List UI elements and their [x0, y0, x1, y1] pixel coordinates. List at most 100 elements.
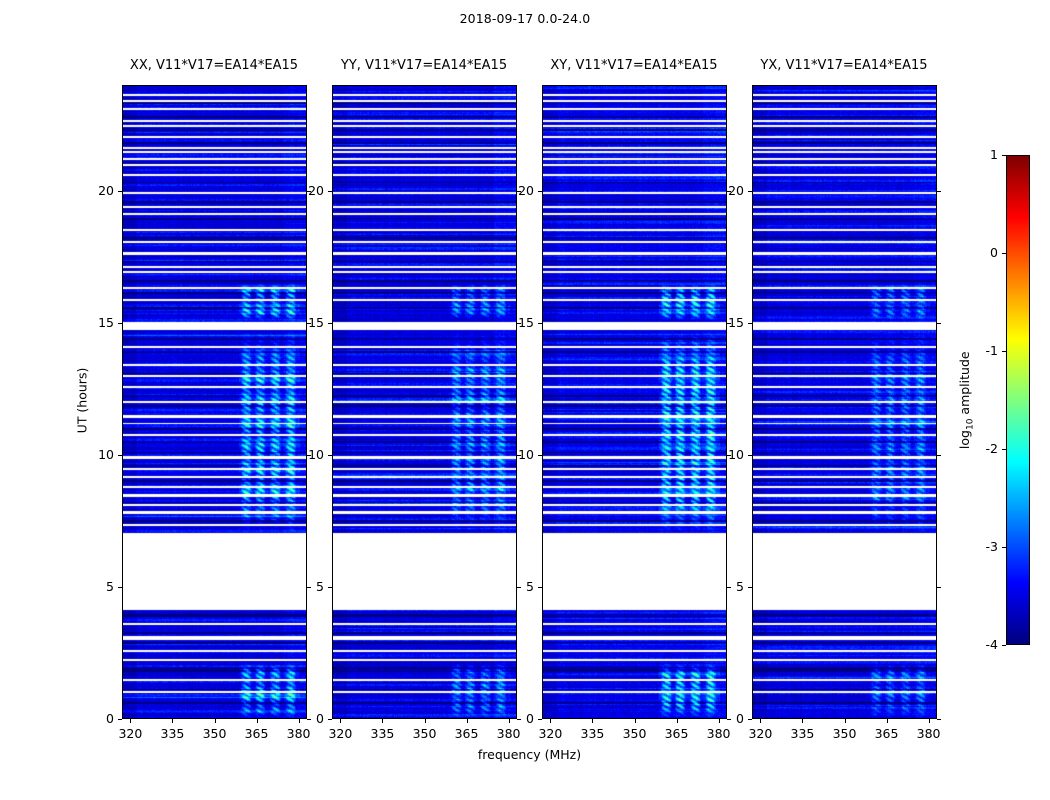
waterfall-panel-yy[interactable] [332, 85, 517, 719]
x-tick-label: 380 [916, 726, 941, 741]
y-tick-label: 15 [308, 314, 324, 330]
y-tick-label: 20 [98, 182, 114, 198]
y-tickmark-right [727, 191, 731, 192]
x-tick-label: 350 [202, 726, 227, 741]
y-tickmark [118, 191, 122, 192]
colorbar [1006, 155, 1030, 645]
y-tickmark [118, 455, 122, 456]
x-tick-label: 365 [664, 726, 689, 741]
y-tick-label: 0 [316, 711, 324, 726]
x-tickmark [550, 719, 551, 723]
colorbar-tickmark [1002, 449, 1006, 450]
y-tickmark-right [517, 191, 521, 192]
panel-title-xx: XX, V11*V17=EA14*EA15 [129, 58, 299, 73]
x-tick-label: 380 [496, 726, 521, 741]
y-tickmark [748, 587, 752, 588]
x-tick-label: 380 [286, 726, 311, 741]
y-tick-label: 10 [728, 446, 744, 462]
y-tick-label: 10 [518, 446, 534, 462]
y-tickmark-right [307, 587, 311, 588]
y-tickmark-right [937, 455, 941, 456]
figure-suptitle: 2018-09-17 0.0-24.0 [459, 11, 591, 26]
x-tickmark [635, 719, 636, 723]
panel-title-xy: XY, V11*V17=EA14*EA15 [550, 58, 718, 73]
x-tickmark [929, 719, 930, 723]
y-tick-label: 15 [728, 314, 744, 330]
x-tick-label: 365 [454, 726, 479, 741]
waterfall-image-xx [123, 86, 306, 718]
y-tickmark-right [517, 587, 521, 588]
x-tickmark [467, 719, 468, 723]
x-tick-label: 365 [874, 726, 899, 741]
waterfall-panel-xx[interactable] [122, 85, 307, 719]
y-tick-label: 15 [98, 314, 114, 330]
x-tickmark [382, 719, 383, 723]
y-tickmark-right [307, 455, 311, 456]
y-tickmark-right [727, 587, 731, 588]
y-tick-label: 0 [106, 711, 114, 726]
x-tickmark [845, 719, 846, 723]
x-tick-label: 365 [244, 726, 269, 741]
y-tickmark-right [307, 719, 311, 720]
y-tick-label: 5 [106, 578, 114, 594]
y-tickmark [538, 323, 542, 324]
x-tickmark [760, 719, 761, 723]
y-tickmark-right [727, 323, 731, 324]
y-tickmark [538, 191, 542, 192]
y-tickmark-right [937, 191, 941, 192]
x-tickmark [130, 719, 131, 723]
x-tick-label: 320 [118, 726, 143, 741]
waterfall-image-yy [333, 86, 516, 718]
x-tick-label: 320 [538, 726, 563, 741]
waterfall-panel-yx[interactable] [752, 85, 937, 719]
y-tickmark [328, 191, 332, 192]
x-tickmark [509, 719, 510, 723]
x-tick-label: 335 [580, 726, 605, 741]
y-tick-label: 0 [526, 711, 534, 726]
colorbar-label: log10 amplitude [956, 351, 976, 450]
colorbar-tickmark [1002, 253, 1006, 254]
panel-title-yy: YY, V11*V17=EA14*EA15 [340, 58, 508, 73]
colorbar-tick-label: 0 [990, 245, 998, 260]
waterfall-image-yx [753, 86, 936, 718]
y-axis-label: UT (hours) [74, 367, 90, 434]
x-tick-label: 380 [706, 726, 731, 741]
colorbar-gradient [1007, 156, 1029, 644]
x-tickmark [592, 719, 593, 723]
y-tickmark [328, 455, 332, 456]
x-tickmark [172, 719, 173, 723]
colorbar-tick-label: -1 [985, 343, 998, 358]
y-tick-label: 15 [518, 314, 534, 330]
y-tickmark [118, 719, 122, 720]
colorbar-tick-label: 1 [990, 147, 998, 162]
y-tick-label: 20 [518, 182, 534, 198]
y-tickmark [538, 587, 542, 588]
y-tick-label: 5 [736, 578, 744, 594]
y-tickmark-right [937, 719, 941, 720]
x-tick-label: 320 [748, 726, 773, 741]
x-tickmark [887, 719, 888, 723]
y-tickmark [328, 587, 332, 588]
y-tickmark-right [727, 719, 731, 720]
x-tickmark [802, 719, 803, 723]
y-tickmark [118, 323, 122, 324]
x-tickmark [257, 719, 258, 723]
x-tickmark [425, 719, 426, 723]
y-tickmark-right [307, 191, 311, 192]
y-tick-label: 0 [736, 711, 744, 726]
y-tick-label: 20 [308, 182, 324, 198]
colorbar-tickmark [1002, 155, 1006, 156]
x-axis-label: frequency (MHz) [477, 747, 582, 762]
waterfall-panel-xy[interactable] [542, 85, 727, 719]
x-tick-label: 320 [328, 726, 353, 741]
x-tick-label: 335 [160, 726, 185, 741]
y-tickmark-right [937, 587, 941, 588]
colorbar-tick-label: -2 [985, 441, 998, 456]
y-tickmark [748, 719, 752, 720]
x-tickmark [719, 719, 720, 723]
x-tick-label: 350 [832, 726, 857, 741]
y-tickmark [118, 587, 122, 588]
colorbar-tick-label: -4 [985, 637, 998, 652]
x-tick-label: 350 [412, 726, 437, 741]
